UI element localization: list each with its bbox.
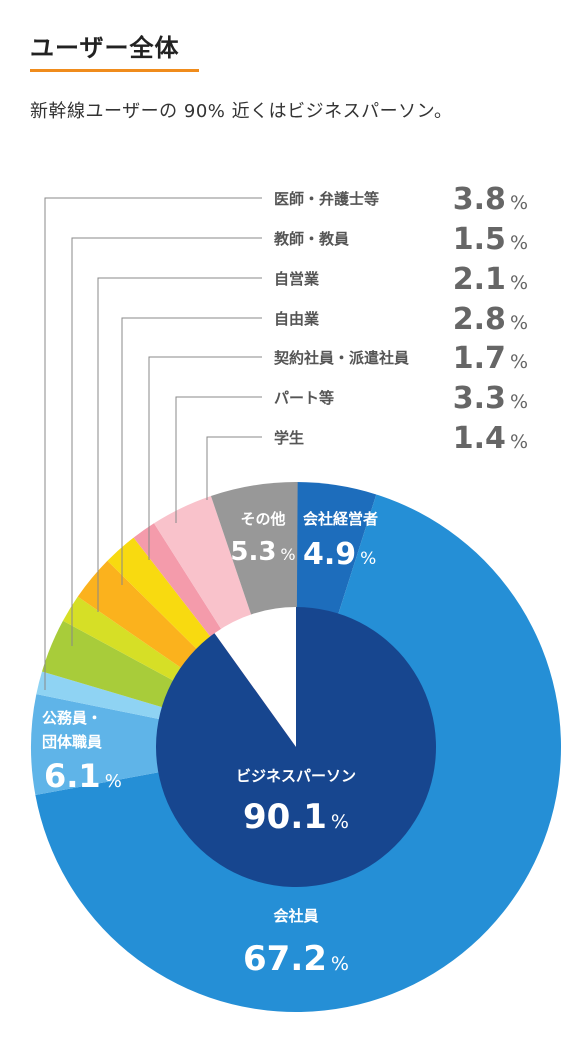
legend-label-6: 学生 [274,429,304,447]
legend-value-3: 2.8% [453,302,528,337]
inner-slice-business [156,607,437,887]
legend-value-5: 3.3% [453,381,528,416]
legend-label-5: パート等 [274,389,334,407]
outer-value-public: 6.1% [44,757,122,795]
outer-label-public-1: 公務員・ [42,709,102,727]
inner-value-business-pct: % [331,811,349,833]
legend-label-2: 自営業 [274,270,320,288]
page-subtitle: 新幹線ユーザーの 90% 近くはビジネスパーソン。 [30,101,453,122]
leader-line-6 [206,436,262,500]
legend-label-0: 医師・弁護士等 [274,190,379,208]
outer-value-executive-pct: % [360,549,376,569]
outer-label-other: その他 [240,510,285,528]
title-underline [30,69,199,72]
outer-value-other-value: 5.3 [230,537,276,567]
outer-value-other-pct: % [280,545,295,564]
inner-value-business-value: 90.1 [243,797,327,837]
outer-value-employee-pct: % [331,953,349,975]
inner-label-business: ビジネスパーソン [236,767,356,785]
outer-value-public-value: 6.1 [44,757,101,795]
legend-label-1: 教師・教員 [273,230,349,248]
outer-label-employee: 会社員 [273,907,318,925]
leader-line-4 [148,356,262,560]
legend-value-0: 3.8% [453,182,528,217]
legend-value-6: 1.4% [453,421,528,456]
inner-remainder [214,607,296,747]
outer-label-public-2: 団体職員 [42,733,102,751]
leader-line-0 [44,197,262,690]
leader-line-1 [71,237,262,646]
legend-value-4: 1.7% [453,341,528,376]
legend-label-3: 自由業 [274,310,320,328]
outer-value-executive-value: 4.9 [303,537,356,572]
outer-value-public-pct: % [105,771,122,792]
page-title: ユーザー全体 [30,34,180,62]
leader-line-2 [97,277,262,612]
legend-value-2: 2.1% [453,262,528,297]
outer-value-executive: 4.9% [303,537,376,572]
legend-value-1: 1.5% [453,222,528,257]
inner-value-business: 90.1% [243,797,349,837]
leader-line-5 [175,396,262,523]
outer-value-other: 5.3% [230,537,295,567]
outer-label-executive: 会社経営者 [303,510,378,528]
outer-value-employee: 67.2% [243,939,349,979]
legend-label-4: 契約社員・派遣社員 [273,349,409,367]
leader-line-3 [121,317,262,585]
outer-value-employee-value: 67.2 [243,939,327,979]
